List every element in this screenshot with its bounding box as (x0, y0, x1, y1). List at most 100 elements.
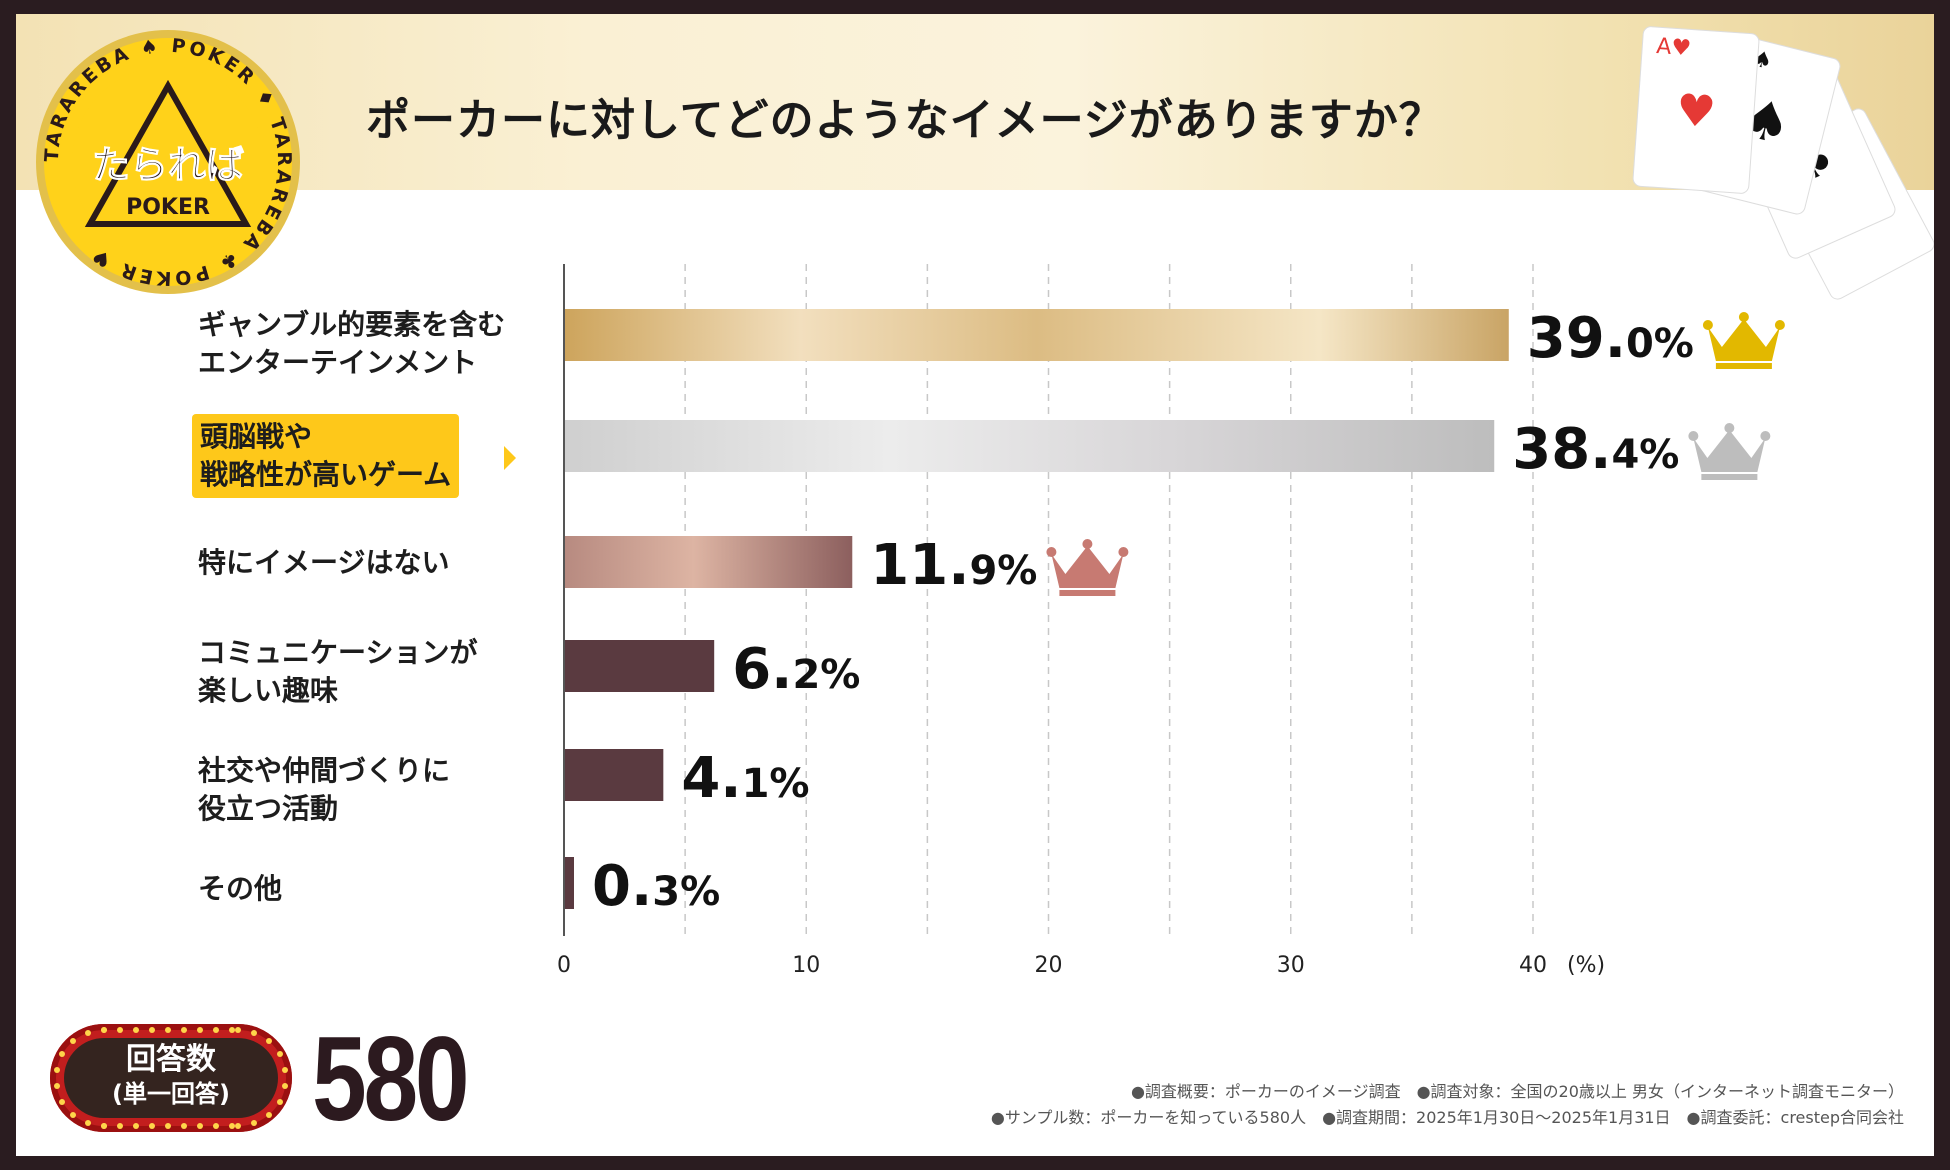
gold-crown-body (1707, 319, 1780, 361)
marquee-bulb (149, 1027, 155, 1033)
marquee-bulb (53, 1083, 60, 1090)
infographic-page: TARAREBA ♠ POKER ♦ TARAREBA ♣ POKER ♥ たら… (16, 14, 1934, 1156)
value-label-decimal-5: 3% (652, 869, 720, 915)
marquee-bulb (251, 1120, 258, 1127)
silver-crown-icon (1688, 423, 1771, 480)
category-label-2: 特にイメージはない (198, 546, 450, 579)
x-tick-label-30: 30 (1277, 953, 1305, 978)
marquee-bulb (235, 1027, 241, 1033)
marquee-bulb (229, 1123, 235, 1129)
bar-4 (564, 749, 664, 801)
marquee-bulb (282, 1066, 289, 1073)
marquee-bulb (181, 1027, 187, 1033)
category-label-4: 社交や仲間づくりに 役立つ活動 (198, 754, 451, 825)
svg-text:♥: ♥ (1674, 85, 1717, 139)
silver-crown-jewel-right (1760, 431, 1771, 441)
playing-cards-decoration: A♦ ♦ A♣ ♣ A♠ ♠ A♥ ♥ (1632, 26, 1934, 300)
marquee-bulb (133, 1123, 139, 1129)
marquee-bulb (59, 1051, 66, 1057)
marquee-bulb (229, 1027, 235, 1033)
value-label-decimal-1: 4% (1611, 432, 1679, 478)
bar-3 (564, 640, 715, 692)
marquee-bulb (70, 1038, 77, 1045)
value-label-2: 11.9% (870, 533, 1037, 598)
x-tick-label-40: 40 (1519, 953, 1547, 978)
marquee-bulb (84, 1029, 91, 1036)
marquee-bulb (133, 1027, 139, 1033)
category-label-1-highlighted: 頭脳戦や 戦略性が高いゲーム (192, 414, 460, 498)
value-label-main-2: 11. (870, 533, 969, 598)
answer-label: 回答数 (126, 1042, 216, 1077)
marquee-bulb (282, 1083, 289, 1090)
bronze-crown-base (1059, 590, 1116, 596)
value-label-4: 4.1% (681, 746, 809, 811)
bronze-crown-icon (1046, 539, 1129, 596)
marquee-bulb (165, 1027, 171, 1033)
ace-heart-icon: A♥ (1655, 34, 1691, 61)
bar-1 (564, 420, 1495, 472)
value-label-decimal-3: 2% (792, 652, 860, 698)
gold-crown-jewel-left (1702, 320, 1713, 330)
bronze-crown-jewel-center (1082, 539, 1093, 549)
marquee-bulb (59, 1099, 66, 1105)
value-label-main-3: 6. (732, 637, 792, 702)
x-tick-label-20: 20 (1035, 953, 1063, 978)
marquee-bulb (276, 1099, 283, 1105)
silver-crown-jewel-left (1688, 431, 1699, 441)
value-label-main-5: 0. (592, 854, 652, 919)
marquee-bulb (101, 1027, 107, 1033)
value-label-5: 0.3% (592, 854, 720, 919)
answer-count: 580 (312, 1012, 470, 1146)
value-label-3: 6.2% (732, 637, 860, 702)
marquee-bulb (197, 1027, 203, 1033)
silver-crown-body (1693, 430, 1766, 472)
header-band (16, 14, 1934, 190)
value-label-main-1: 38. (1512, 417, 1611, 482)
answer-count-badge: 回答数 (単一回答) (50, 1024, 292, 1132)
footnote-sample-info: ●サンプル数：ポーカーを知っている580人 ●調査期間：2025年1月30日〜2… (990, 1108, 1904, 1127)
gold-crown-jewel-center (1738, 312, 1749, 322)
value-label-decimal-0: 0% (1626, 321, 1694, 367)
marquee-bulb (213, 1123, 219, 1129)
marquee-bulb (197, 1123, 203, 1129)
marquee-bulb (276, 1051, 283, 1057)
bronze-crown-jewel-right (1118, 547, 1129, 557)
marquee-bulb (235, 1123, 241, 1129)
marquee-bulb (149, 1123, 155, 1129)
value-label-main-0: 39. (1527, 306, 1626, 371)
value-label-1: 38.4% (1512, 417, 1679, 482)
page-title: ポーカーに対してどのようなイメージがありますか？ (366, 95, 1444, 146)
marquee-bulb (181, 1123, 187, 1129)
value-label-main-4: 4. (681, 746, 741, 811)
marquee-bulb (117, 1027, 123, 1033)
marquee-bulb (265, 1038, 272, 1045)
bar-2 (564, 536, 853, 588)
logo-main-text: たられば (92, 143, 244, 187)
marquee-bulb (84, 1120, 91, 1127)
bronze-crown-body (1051, 546, 1124, 588)
value-label-decimal-2: 9% (969, 548, 1037, 594)
silver-crown-base (1701, 474, 1758, 480)
category-label-3: コミュニケーションが 楽しい趣味 (198, 636, 478, 707)
bar-0 (564, 309, 1509, 361)
bar-5 (564, 857, 574, 909)
gold-crown-base (1715, 363, 1772, 369)
logo-sub-text: POKER (126, 195, 210, 220)
bronze-crown-jewel-left (1046, 547, 1057, 557)
tarareba-poker-logo: TARAREBA ♠ POKER ♦ TARAREBA ♣ POKER ♥ たら… (36, 30, 300, 294)
marquee-bulb (70, 1111, 77, 1118)
value-label-0: 39.0% (1527, 306, 1694, 371)
bar-chart: 39.0%38.4%11.9%6.2%4.1%0.3% 0 10 20 30 40 (%) (557, 264, 1785, 978)
value-label-decimal-4: 1% (742, 761, 810, 807)
x-tick-label-10: 10 (792, 953, 820, 978)
marquee-bulb (213, 1027, 219, 1033)
gold-crown-icon (1702, 312, 1785, 369)
highlight-arrow (504, 446, 516, 470)
x-axis-unit: (%) (1567, 953, 1605, 978)
marquee-bulb (101, 1123, 107, 1129)
marquee-bulb (53, 1066, 60, 1073)
silver-crown-jewel-center (1724, 423, 1735, 433)
marquee-bulb (117, 1123, 123, 1129)
footnote-survey-info: ●調査概要：ポーカーのイメージ調査 ●調査対象：全国の20歳以上 男女（インター… (1130, 1082, 1904, 1101)
marquee-bulb (251, 1029, 258, 1036)
